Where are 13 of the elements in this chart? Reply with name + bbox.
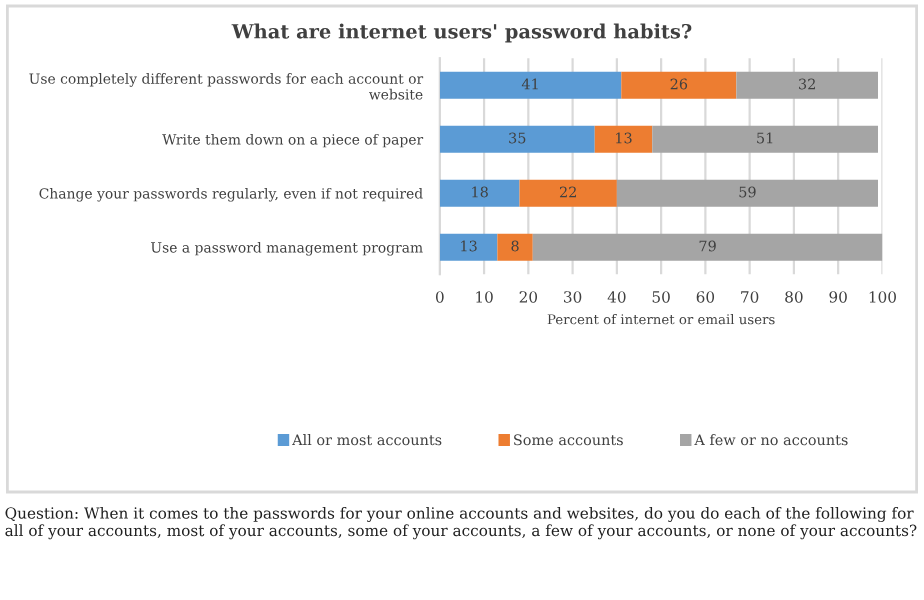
bar bbox=[439, 125, 595, 153]
bar bbox=[736, 71, 878, 99]
bar bbox=[519, 179, 617, 207]
chart-title: What are internet users' password habits? bbox=[231, 23, 692, 43]
bar bbox=[439, 233, 498, 261]
bar bbox=[439, 71, 622, 99]
bar bbox=[621, 71, 737, 99]
bar bbox=[439, 179, 520, 207]
bar bbox=[532, 233, 883, 261]
bar bbox=[652, 125, 878, 153]
bar bbox=[594, 125, 653, 153]
bar bbox=[616, 179, 878, 207]
bar bbox=[497, 233, 533, 261]
